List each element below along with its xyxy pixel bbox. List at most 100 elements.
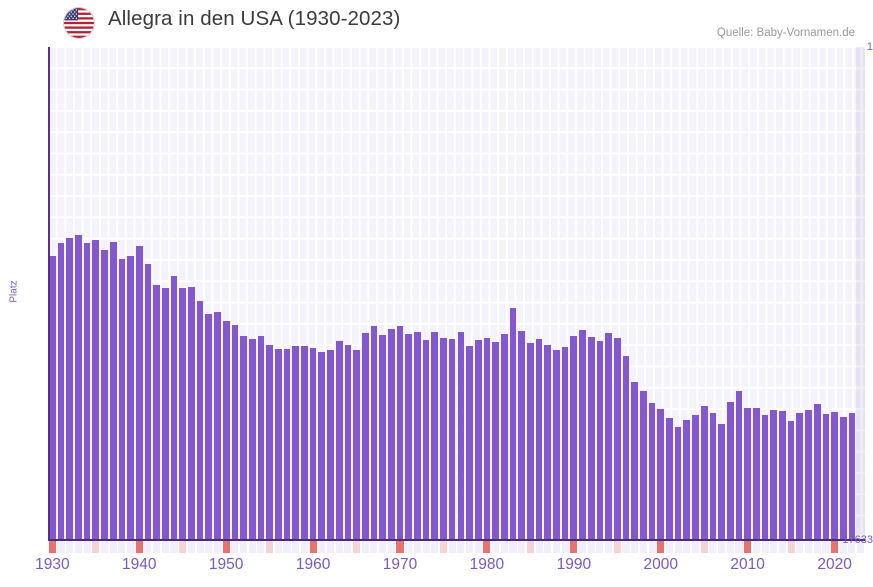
bar-1986 xyxy=(534,339,544,541)
x-tick-2020 xyxy=(831,541,839,553)
bar-1987 xyxy=(543,345,553,541)
bar-1938 xyxy=(117,258,127,541)
bar-2015 xyxy=(786,420,796,541)
x-tick-1944 xyxy=(170,541,178,553)
x-tick-2017 xyxy=(804,541,813,553)
bar-1934 xyxy=(82,243,92,541)
x-tick-2013 xyxy=(770,541,778,553)
x-tick-1998 xyxy=(639,541,647,553)
x-tick-1971 xyxy=(405,541,413,553)
x-tick-1955 xyxy=(266,541,274,553)
x-tick-1952 xyxy=(240,541,248,553)
bar-1983 xyxy=(508,307,518,541)
bar-1984 xyxy=(517,330,527,541)
bar-1976 xyxy=(447,339,457,541)
bar-1935 xyxy=(91,240,101,541)
x-tick-2016 xyxy=(796,541,804,553)
bar-2017 xyxy=(804,409,813,541)
x-tick-2012 xyxy=(761,541,769,553)
y-axis-top-label: 1 xyxy=(866,41,873,53)
bar-1941 xyxy=(143,263,153,541)
x-tick-1984 xyxy=(518,541,526,553)
x-tick-1959 xyxy=(300,541,308,553)
x-tick-1975 xyxy=(439,541,447,553)
x-tick-2002 xyxy=(674,541,682,553)
x-tick-1972 xyxy=(413,541,421,553)
x-tick-1936 xyxy=(100,541,109,553)
chart-header: Allegra in den USA (1930-2023) Quelle: B… xyxy=(0,0,873,44)
bar-1991 xyxy=(578,329,587,541)
bar-1948 xyxy=(204,313,214,541)
x-tick-1950 xyxy=(222,541,230,553)
x-axis-label-1960: 1960 xyxy=(295,556,331,573)
bar-1993 xyxy=(595,341,605,541)
bar-1962 xyxy=(326,350,335,541)
bar-1956 xyxy=(273,349,283,541)
x-tick-1978 xyxy=(465,541,474,553)
x-tick-1961 xyxy=(318,541,326,553)
bar-1953 xyxy=(247,338,257,541)
no-data-band xyxy=(856,47,865,541)
x-tick-1992 xyxy=(587,541,595,553)
bar-1942 xyxy=(152,284,161,541)
bar-1950 xyxy=(221,321,231,541)
x-tick-1966 xyxy=(361,541,369,553)
bar-1961 xyxy=(317,352,327,541)
bar-1952 xyxy=(239,336,248,541)
bar-1969 xyxy=(386,328,396,541)
bar-2018 xyxy=(812,404,822,541)
x-tick-1987 xyxy=(544,541,552,553)
bar-2005 xyxy=(699,405,709,541)
y-axis-bottom-label: 17633 xyxy=(842,534,873,546)
x-tick-1980 xyxy=(483,541,491,553)
x-tick-1970 xyxy=(396,541,404,553)
bar-1973 xyxy=(421,340,431,541)
bar-1990 xyxy=(569,335,579,541)
x-tick-2003 xyxy=(683,541,691,553)
bar-1989 xyxy=(560,347,570,541)
bar-1944 xyxy=(169,275,179,541)
x-tick-1993 xyxy=(596,541,604,553)
x-tick-1949 xyxy=(213,541,222,553)
x-tick-1940 xyxy=(135,541,143,553)
us-flag-icon xyxy=(64,8,94,38)
x-tick-1963 xyxy=(335,541,343,553)
x-tick-1996 xyxy=(622,541,630,553)
source-label: Quelle: Baby-Vornamen.de xyxy=(716,27,855,39)
x-tick-1973 xyxy=(422,541,430,553)
bar-2019 xyxy=(821,414,831,541)
bar-1957 xyxy=(282,349,292,541)
bar-2011 xyxy=(752,408,761,541)
bar-1937 xyxy=(108,241,118,541)
bar-1945 xyxy=(178,288,188,541)
x-tick-1938 xyxy=(118,541,126,553)
x-tick-1964 xyxy=(344,541,352,553)
bar-1933 xyxy=(74,234,83,541)
bar-2007 xyxy=(717,423,726,541)
x-tick-2007 xyxy=(718,541,726,553)
x-tick-2009 xyxy=(735,541,743,553)
bar-2009 xyxy=(734,390,744,541)
x-axis-label-1970: 1970 xyxy=(382,556,418,573)
x-tick-1974 xyxy=(431,541,439,553)
bar-2002 xyxy=(673,427,683,541)
x-tick-1960 xyxy=(309,541,317,553)
bar-1940 xyxy=(134,246,144,541)
x-tick-1937 xyxy=(109,541,117,553)
bar-1946 xyxy=(187,287,196,541)
x-tick-2019 xyxy=(822,541,830,553)
bar-2006 xyxy=(708,412,718,541)
x-tick-1976 xyxy=(448,541,456,553)
bar-1971 xyxy=(404,333,414,541)
x-tick-1931 xyxy=(57,541,65,553)
x-tick-1954 xyxy=(257,541,265,553)
bar-1965 xyxy=(352,350,361,541)
bar-1975 xyxy=(439,337,448,541)
bar-1981 xyxy=(491,342,500,541)
bar-1985 xyxy=(526,342,535,541)
x-axis-label-1930: 1930 xyxy=(35,556,70,573)
bar-2014 xyxy=(778,411,787,541)
x-tick-2011 xyxy=(752,541,760,553)
bar-1964 xyxy=(343,344,353,541)
